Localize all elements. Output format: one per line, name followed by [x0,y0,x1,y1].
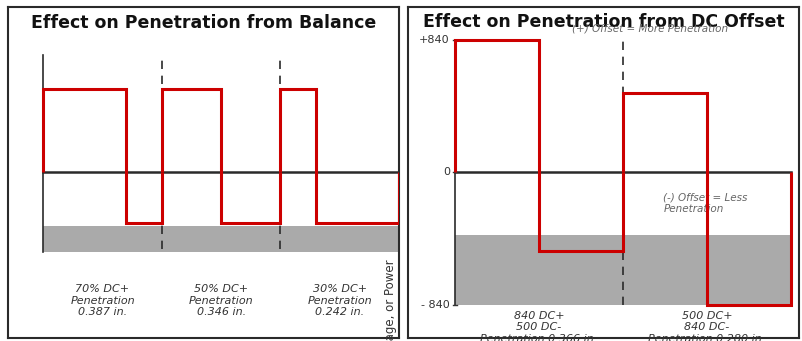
Text: Current, Voltage, or Power: Current, Voltage, or Power [383,260,396,341]
Text: 840 DC+
500 DC-
Penetration 0.366 in.: 840 DC+ 500 DC- Penetration 0.366 in. [480,311,597,341]
Text: 500 DC+
840 DC-
Penetration 0.280 in.: 500 DC+ 840 DC- Penetration 0.280 in. [648,311,765,341]
Text: Effect on Penetration from DC Offset: Effect on Penetration from DC Offset [422,13,784,31]
Text: (-) Offset = Less
Penetration: (-) Offset = Less Penetration [662,193,747,214]
Text: Effect on Penetration from Balance: Effect on Penetration from Balance [31,14,375,32]
Bar [454,235,790,305]
Bar [43,225,399,252]
Text: 0: 0 [442,167,449,177]
Text: 50% DC+
Penetration
0.346 in.: 50% DC+ Penetration 0.346 in. [188,284,253,317]
Text: - 840: - 840 [420,299,449,310]
Text: +840: +840 [419,35,449,45]
Text: 30% DC+
Penetration
0.242 in.: 30% DC+ Penetration 0.242 in. [307,284,371,317]
Text: (+) Offset = More Penetration: (+) Offset = More Penetration [571,24,727,34]
Text: 70% DC+
Penetration
0.387 in.: 70% DC+ Penetration 0.387 in. [70,284,135,317]
